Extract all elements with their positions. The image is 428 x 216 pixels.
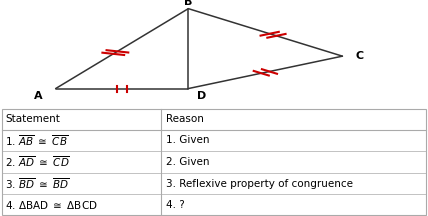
Text: 2. Given: 2. Given — [166, 157, 209, 167]
Text: D: D — [196, 91, 206, 101]
Text: 3. Reflexive property of congruence: 3. Reflexive property of congruence — [166, 179, 353, 189]
Text: 4. ?: 4. ? — [166, 200, 184, 210]
Text: 1. $\overline{AB}\ \cong\ \overline{CB}$: 1. $\overline{AB}\ \cong\ \overline{CB}$ — [5, 133, 68, 148]
Text: 3. $\overline{BD}\ \cong\ \overline{BD}$: 3. $\overline{BD}\ \cong\ \overline{BD}$ — [5, 176, 70, 191]
Text: A: A — [34, 91, 43, 101]
Text: 4. $\Delta$BAD $\cong$ $\Delta$BCD: 4. $\Delta$BAD $\cong$ $\Delta$BCD — [5, 199, 98, 211]
Text: 2. $\overline{AD}\ \cong\ \overline{CD}$: 2. $\overline{AD}\ \cong\ \overline{CD}$ — [5, 155, 70, 169]
Text: 1. Given: 1. Given — [166, 135, 209, 145]
Text: Statement: Statement — [5, 114, 60, 124]
Text: Reason: Reason — [166, 114, 203, 124]
Text: B: B — [184, 0, 193, 7]
Text: C: C — [356, 51, 363, 61]
